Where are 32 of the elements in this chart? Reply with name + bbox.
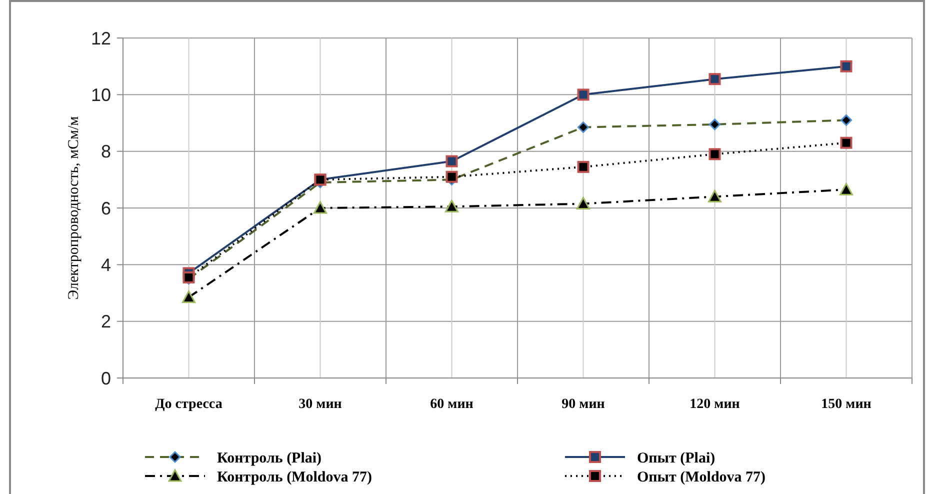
legend-label: Контроль (Moldova 77) xyxy=(217,469,372,486)
point xyxy=(446,170,458,183)
y-axis-title: Электропроводность, мСм/м xyxy=(66,116,82,300)
point xyxy=(446,155,458,168)
x-tick-label: 60 мин xyxy=(430,397,474,412)
y-tick-label: 10 xyxy=(90,84,111,105)
legend-label: Контроль (Plai) xyxy=(217,450,322,466)
point xyxy=(840,60,852,72)
point xyxy=(576,197,590,210)
y-tick-label: 4 xyxy=(100,254,111,275)
x-tick-label: 150 мин xyxy=(821,397,872,412)
legend-label: Опыт (Moldova 77) xyxy=(637,469,766,486)
point xyxy=(182,290,196,303)
point xyxy=(708,190,722,202)
y-tick-label: 2 xyxy=(100,312,111,332)
point xyxy=(314,201,327,214)
x-tick-label: 30 мин xyxy=(298,397,342,412)
point xyxy=(708,73,721,86)
point xyxy=(840,136,852,149)
legend-label: Опыт (Plai) xyxy=(637,450,716,466)
y-tick-label: 8 xyxy=(100,142,111,162)
y-tick-label: 12 xyxy=(90,28,111,48)
x-tick-label: До стресса xyxy=(155,397,222,412)
x-tick-label: 120 мин xyxy=(690,397,740,412)
point xyxy=(840,182,853,196)
y-tick-label: 6 xyxy=(100,198,111,218)
y-tick-label: 0 xyxy=(100,368,111,388)
point xyxy=(577,160,590,173)
point xyxy=(577,88,590,101)
point xyxy=(445,200,458,212)
point xyxy=(708,148,721,160)
x-tick-label: 90 мин xyxy=(562,397,605,412)
